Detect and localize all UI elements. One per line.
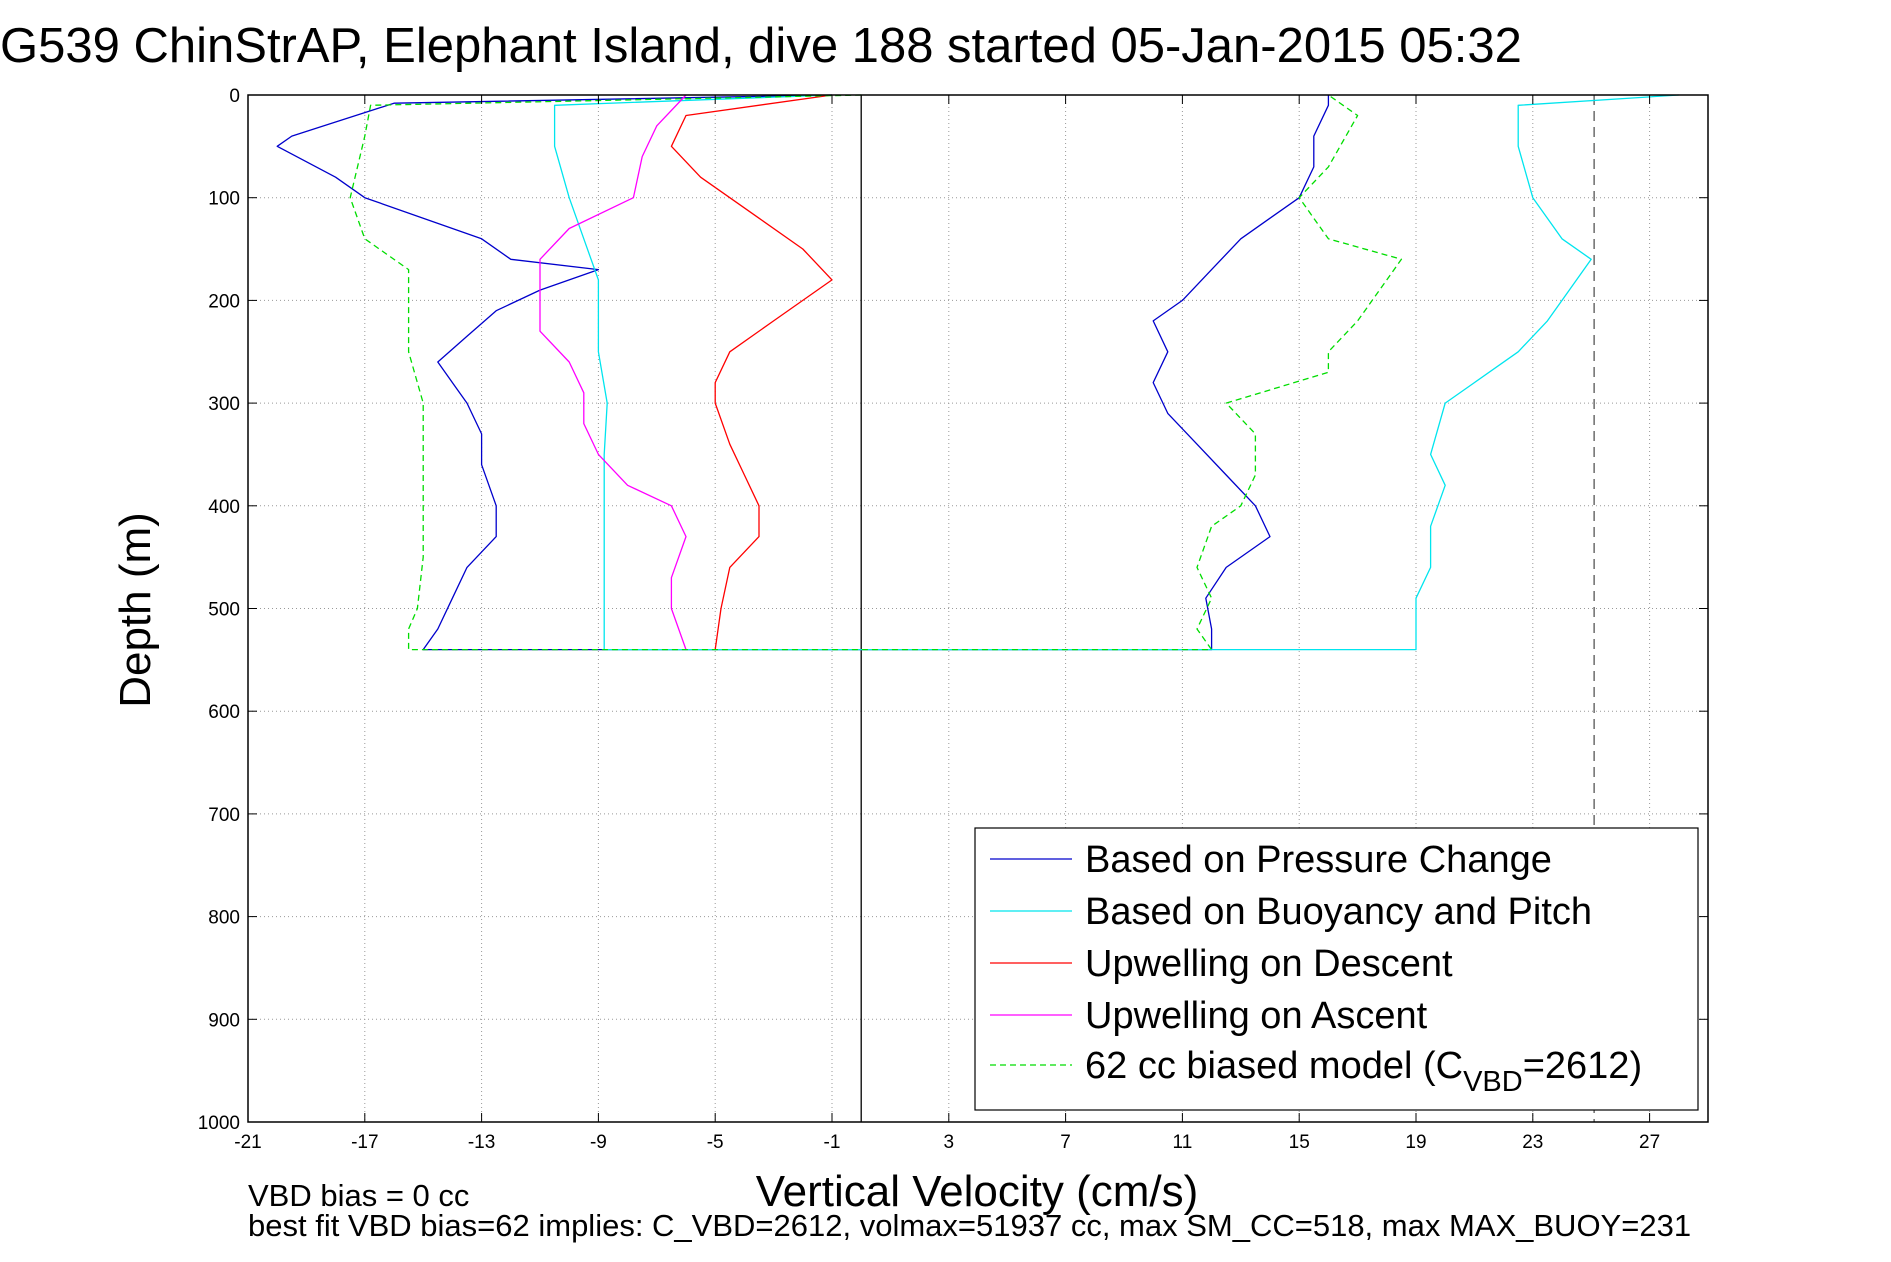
legend-label: 62 cc biased model (CVBD=2612) bbox=[1085, 1045, 1642, 1098]
x-tick-label: 7 bbox=[1060, 1132, 1071, 1153]
series-line-based-on-buoyancy-and-pitch bbox=[553, 94, 1679, 651]
y-axis-ticks: 0 100 200 300 400 500 600 700 800 900 1000 bbox=[198, 86, 1708, 1134]
series-lines bbox=[276, 94, 1679, 651]
legend-label: Based on Pressure Change bbox=[1085, 839, 1552, 881]
chart-title: G539 ChinStrAP, Elephant Island, dive 18… bbox=[0, 19, 1522, 73]
legend-label-text: 62 cc biased model (C bbox=[1085, 1045, 1463, 1087]
x-tick-label: 15 bbox=[1289, 1132, 1310, 1153]
x-tick-label: 27 bbox=[1639, 1132, 1660, 1153]
x-tick-label: 23 bbox=[1522, 1132, 1543, 1153]
y-tick-label: 300 bbox=[208, 394, 240, 415]
x-tick-label: -9 bbox=[590, 1132, 607, 1153]
legend-label-text: Based on Pressure Change bbox=[1085, 839, 1552, 881]
legend: Based on Pressure Change Based on Buoyanc… bbox=[974, 827, 1699, 1111]
x-tick-label: -21 bbox=[234, 1132, 261, 1153]
x-tick-label: -17 bbox=[351, 1132, 378, 1153]
legend-box bbox=[974, 827, 1699, 1111]
y-tick-label: 600 bbox=[208, 702, 240, 723]
legend-label: Upwelling on Ascent bbox=[1085, 995, 1428, 1037]
x-tick-label: 19 bbox=[1405, 1132, 1426, 1153]
legend-label-text: Based on Buoyancy and Pitch bbox=[1085, 891, 1592, 933]
y-tick-label: 0 bbox=[229, 86, 240, 107]
y-tick-label: 700 bbox=[208, 805, 240, 826]
y-axis-title: Depth (m) bbox=[111, 512, 160, 708]
series-line-based-on-pressure-change bbox=[276, 94, 1330, 651]
series-line-62-cc-biased-model-c bbox=[349, 94, 1403, 651]
legend-label-text: Upwelling on Descent bbox=[1085, 943, 1453, 985]
series-line-upwelling-on-ascent bbox=[539, 94, 687, 650]
x-tick-label: 11 bbox=[1173, 1132, 1193, 1153]
best-fit-note: best fit VBD bias=62 implies: C_VBD=2612… bbox=[248, 1208, 1691, 1243]
legend-label: Upwelling on Descent bbox=[1085, 943, 1453, 985]
y-tick-label: 100 bbox=[208, 189, 240, 210]
x-axis-ticks: -21 -17 -13 -9 -5 -1 3 7 11 15 19 23 27 bbox=[234, 95, 1660, 1153]
x-tick-label: -5 bbox=[707, 1132, 724, 1153]
x-tick-label: -1 bbox=[824, 1132, 841, 1153]
vbd-bias-note: VBD bias = 0 cc bbox=[248, 1178, 469, 1213]
series-line-upwelling-on-descent bbox=[670, 94, 833, 650]
legend-label: Based on Buoyancy and Pitch bbox=[1085, 891, 1592, 933]
y-tick-label: 400 bbox=[208, 497, 240, 518]
legend-label-text: Upwelling on Ascent bbox=[1085, 995, 1428, 1037]
y-tick-label: 900 bbox=[208, 1010, 240, 1031]
y-tick-label: 500 bbox=[208, 600, 240, 621]
x-axis-title: Vertical Velocity (cm/s) bbox=[756, 1167, 1199, 1216]
x-tick-label: -13 bbox=[468, 1132, 495, 1153]
legend-label-subscript: VBD bbox=[1463, 1066, 1523, 1098]
legend-label-tail: =2612) bbox=[1523, 1045, 1642, 1087]
x-tick-label: 3 bbox=[944, 1132, 955, 1153]
y-tick-label: 1000 bbox=[198, 1113, 240, 1134]
y-tick-label: 800 bbox=[208, 908, 240, 929]
y-tick-label: 200 bbox=[208, 291, 240, 312]
